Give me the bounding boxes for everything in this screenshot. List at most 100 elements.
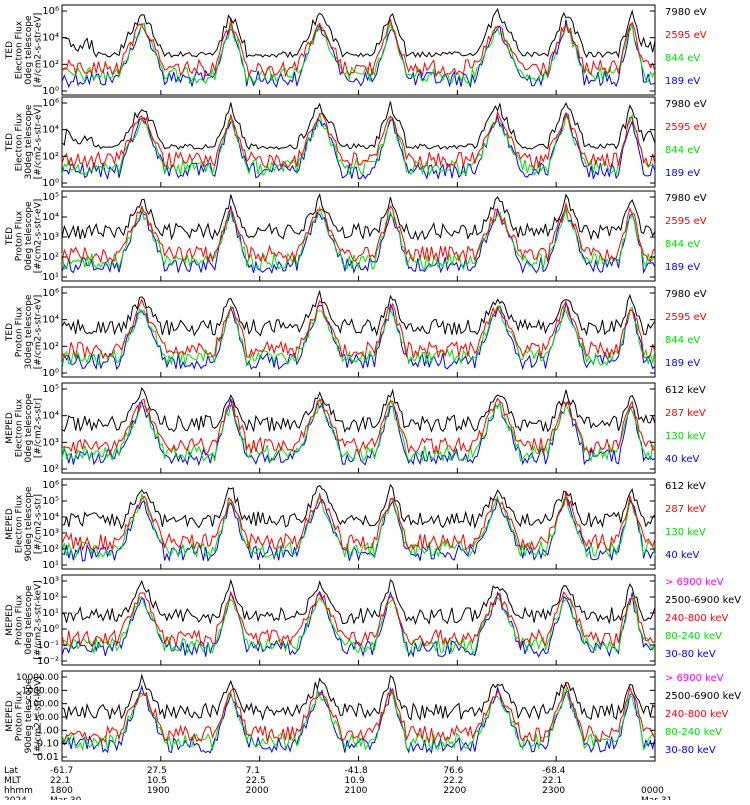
y-axis-label: [#/cm2-s-str-eV]	[34, 199, 44, 274]
y-axis-label: 0deg telescope	[24, 393, 34, 463]
y-axis-label: 90deg telescope	[24, 486, 34, 561]
panel-2: 10⁶ 10⁴ 10² 10⁰ TED Electron Flux 30deg telesc…	[5, 96, 707, 189]
x-tick-label: 10.9	[345, 776, 365, 786]
y-tick-label: 100.00	[28, 700, 60, 710]
y-tick-label: 10⁶	[42, 480, 59, 491]
y-axis-label: 90deg telescope	[24, 678, 34, 753]
legend-entry: 612 keV	[665, 385, 706, 396]
x-row-label: hhmm	[4, 786, 33, 796]
panel-8: 10000.00 1000.00 100.00 10.00 1.00 0.10 0.01 ME…	[5, 671, 741, 763]
series-line	[61, 673, 656, 721]
y-axis-label: TED	[5, 41, 15, 60]
legend-entry: 189 eV	[665, 76, 700, 87]
y-axis-label: MEPED	[5, 412, 15, 444]
legend-entry: 2500-6900 keV	[665, 691, 741, 702]
series-line	[61, 110, 656, 170]
y-tick-label: 10⁶	[42, 6, 59, 17]
legend-entry: 7980 eV	[665, 193, 707, 204]
x-tick-label: 22.2	[443, 776, 463, 786]
series-line	[61, 193, 656, 241]
legend-entry: 2500-6900 keV	[665, 595, 741, 606]
panel-1: 10⁶ 10⁴ 10² 10⁰ TED Electron Flux 0deg telesco…	[5, 4, 707, 97]
series-line	[61, 595, 656, 655]
y-tick-label: 10⁰	[42, 368, 59, 379]
legend-entry: > 6900 keV	[665, 577, 724, 588]
y-tick-label: 10³	[42, 232, 59, 243]
legend-entry: 287 keV	[665, 408, 706, 419]
y-tick-label: 1.00	[37, 725, 59, 736]
x-tick-label: 10.5	[147, 776, 167, 786]
x-tick-label: 22.5	[246, 776, 266, 786]
y-tick-label: 10³	[42, 528, 59, 539]
x-tick-label: 0000	[641, 786, 664, 796]
legend-entry: 189 eV	[665, 262, 700, 273]
x-row-label: Lat	[4, 766, 19, 776]
y-tick-label: 10⁵	[42, 496, 59, 507]
legend-entry: > 6900 keV	[665, 673, 724, 684]
y-tick-label: 10⁶	[42, 98, 59, 109]
legend-entry: 2595 eV	[665, 216, 707, 227]
series-line	[61, 305, 656, 367]
x-row-label: 2024	[4, 796, 27, 800]
x-tick-label: 1900	[147, 786, 170, 796]
y-tick-label: 10000.00	[16, 673, 59, 683]
y-axis-label: Proton Flux	[15, 210, 25, 261]
series-line	[61, 491, 656, 552]
legend-entry: 130 keV	[665, 431, 706, 442]
panel-3: 10⁵ 10⁴ 10³ 10² 10¹ TED Proton Flux 0deg telesc…	[5, 190, 707, 283]
panel-4: 10⁶ 10⁴ 10² 10⁰ TED Proton Flux 30deg telescop…	[5, 286, 707, 379]
panel-5: 10⁵ 10⁴ 10³ 10² MEPED Electron Flux 0deg teles…	[5, 382, 706, 475]
y-tick-label: 10²	[42, 592, 59, 603]
x-tick-label: 76.6	[443, 766, 463, 776]
y-tick-label: 10²	[42, 464, 59, 475]
y-tick-label: 10¹	[42, 560, 59, 571]
legend-entry: 287 keV	[665, 504, 706, 515]
y-axis-label: [#/cm2-s-str-keV]	[34, 676, 44, 755]
series-line	[61, 22, 656, 85]
y-tick-label: 10⁴	[42, 212, 59, 223]
legend-entry: 30-80 keV	[665, 649, 716, 660]
y-axis-label: TED	[5, 227, 15, 246]
y-axis-label: Electron Flux	[15, 494, 25, 553]
series-line	[61, 201, 656, 264]
x-tick-label: -68.4	[542, 766, 566, 776]
series-line	[61, 298, 656, 360]
legend-entry: 844 eV	[665, 335, 700, 346]
series-line	[61, 591, 656, 648]
y-axis-label: TED	[5, 133, 15, 152]
y-axis-label: Proton Flux	[15, 306, 25, 357]
series-line	[62, 683, 656, 744]
y-axis-label: 0deg telescope	[24, 15, 34, 85]
legend-entry: 40 keV	[665, 550, 699, 561]
y-tick-label: 10⁴	[42, 315, 59, 326]
y-axis-label: [#/cm2-s-str-eV]	[34, 13, 44, 88]
legend-entry: 7980 eV	[665, 289, 707, 300]
y-tick-label: 10⁻¹	[37, 640, 59, 651]
series-line	[61, 386, 656, 433]
legend-entry: 189 eV	[665, 168, 700, 179]
legend-entry: 2595 eV	[665, 122, 707, 133]
series-line	[61, 113, 656, 178]
y-tick-label: 10²	[42, 544, 59, 555]
y-axis-label: 30deg telescope	[24, 104, 34, 179]
series-line	[61, 205, 656, 275]
series-line	[61, 289, 656, 337]
y-axis-label: 30deg telescope	[24, 294, 34, 369]
x-tick-label: Mar 31	[641, 796, 672, 800]
series-line	[61, 17, 656, 78]
legend-entry: 80-240 keV	[665, 631, 722, 642]
series-line	[61, 687, 656, 752]
y-axis-label: Electron Flux	[15, 20, 25, 79]
series-line	[61, 483, 656, 530]
y-axis-label: [#/cm2-s-str]	[34, 494, 44, 554]
x-tick-label: 2300	[542, 786, 565, 796]
x-tick-label: -41.8	[345, 766, 369, 776]
x-tick-label: 22.1	[50, 776, 70, 786]
y-axis-label: 0deg telescope	[24, 201, 34, 271]
panel-7: 10³ 10² 10¹ 10⁰ 10⁻¹ 10⁻² MEPED Proton Flux 0deg…	[5, 575, 741, 667]
legend-entry: 844 eV	[665, 53, 700, 64]
legend-entry: 240-800 keV	[665, 709, 729, 720]
y-tick-label: 10⁰	[42, 624, 59, 635]
series-line	[61, 590, 656, 658]
